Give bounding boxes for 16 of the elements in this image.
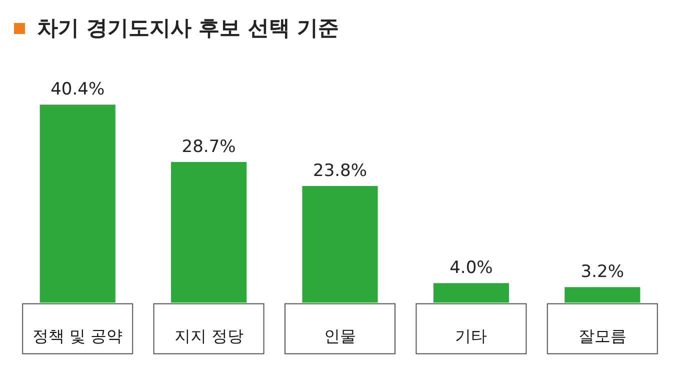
- chart-title: 차기 경기도지사 후보 선택 기준: [37, 15, 340, 42]
- x-tick-label: 정책 및 공약: [32, 326, 123, 346]
- x-tick-label: 기타: [455, 326, 488, 346]
- data-label: 28.7%: [182, 136, 236, 157]
- bar: [40, 104, 116, 303]
- x-tick-label: 인물: [324, 326, 356, 346]
- data-label: 23.8%: [312, 160, 368, 181]
- x-tick-label: 잘모름: [578, 326, 626, 346]
- bar: [302, 186, 378, 303]
- bar: [171, 162, 247, 303]
- data-label: 3.2%: [580, 262, 624, 282]
- data-label: 4.0%: [450, 258, 493, 278]
- x-tick-label: 지지 정당: [174, 326, 244, 346]
- bar: [433, 283, 509, 303]
- bar: [564, 287, 640, 303]
- data-label: 40.4%: [50, 79, 105, 100]
